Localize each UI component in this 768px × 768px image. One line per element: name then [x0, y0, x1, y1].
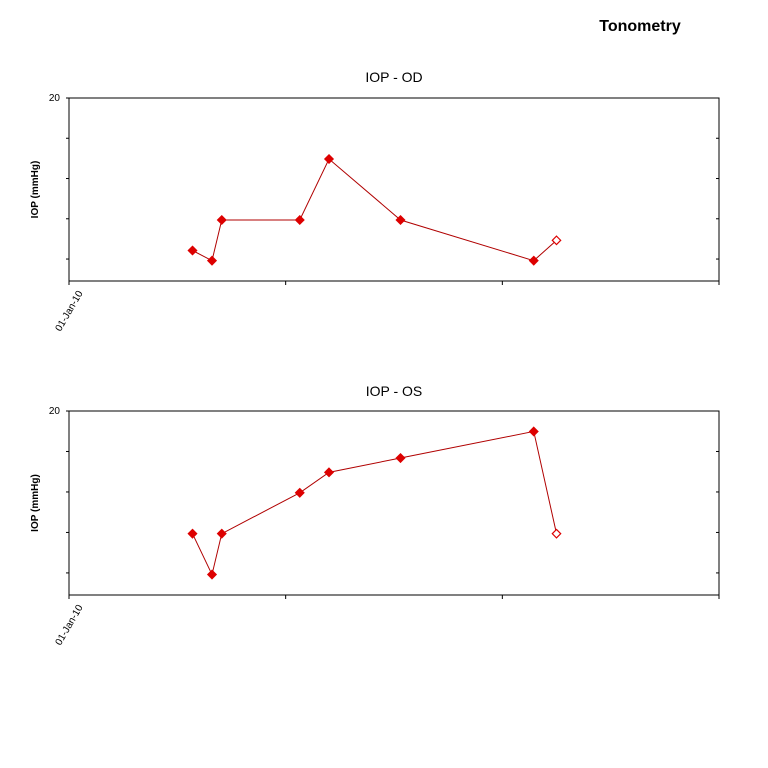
chart-1: IOP - OD 20 IOP (mmHg) 01-Jan-10	[30, 69, 720, 334]
data-point	[528, 255, 539, 266]
chart-2: IOP - OS 20 IOP (mmHg) 01-Jan-10	[30, 383, 720, 648]
series-line	[192, 158, 557, 262]
series-line	[192, 430, 557, 577]
data-point	[323, 467, 335, 478]
data-point	[551, 528, 562, 539]
chart-title: IOP - OS	[366, 383, 423, 399]
x-tick-label: 01-Jan-10	[54, 603, 86, 648]
data-point	[206, 255, 218, 266]
data-point	[187, 245, 198, 256]
y-axis-label: IOP (mmHg)	[30, 161, 41, 219]
y-axis-label: IOP (mmHg)	[30, 474, 41, 532]
data-point	[323, 153, 335, 165]
plot-frame	[68, 97, 720, 282]
page-title: Tonometry	[599, 18, 681, 35]
data-point	[551, 235, 562, 246]
x-tick-label: 01-Jan-10	[54, 289, 86, 334]
data-point	[216, 528, 227, 539]
data-point	[395, 214, 406, 226]
data-point	[216, 214, 227, 226]
y-tick-label: 20	[49, 93, 61, 104]
data-point	[206, 569, 218, 580]
data-point	[294, 487, 305, 498]
y-tick-label: 20	[49, 406, 61, 417]
plot-frame	[68, 410, 720, 596]
chart-title: IOP - OD	[365, 69, 422, 85]
data-point	[294, 214, 305, 226]
data-point	[528, 426, 539, 437]
data-point	[395, 452, 406, 464]
data-point	[187, 528, 198, 539]
